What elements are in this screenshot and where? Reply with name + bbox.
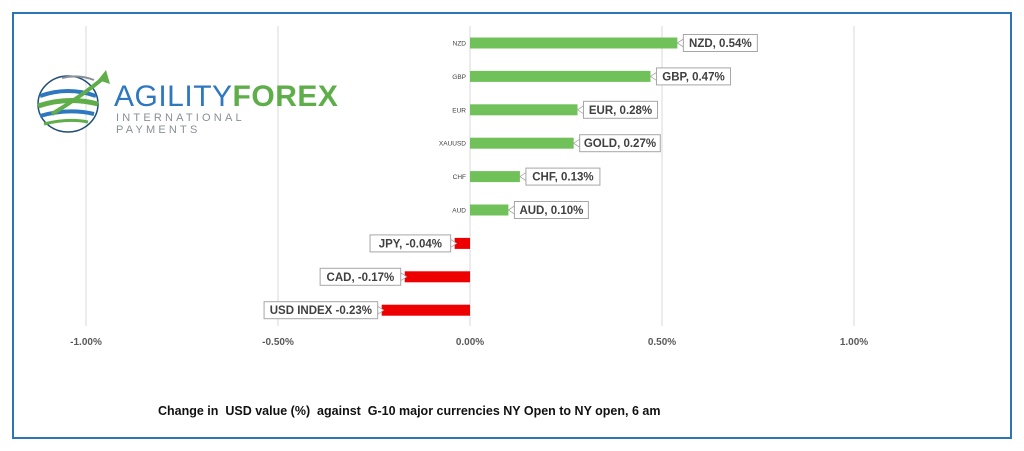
y-category-label: EUR	[452, 107, 466, 114]
data-label-pointer	[572, 138, 581, 148]
y-category-label: AUD	[452, 208, 466, 215]
chart-frame	[12, 12, 1012, 439]
data-label: GOLD, 0.27%	[584, 138, 656, 150]
bar	[470, 137, 574, 149]
x-tick-label: 1.00%	[840, 337, 868, 348]
data-label-box	[513, 201, 589, 219]
x-tick-label: -1.00%	[70, 337, 102, 348]
data-label-box	[319, 267, 402, 286]
bar	[470, 37, 678, 49]
data-label-pointer	[576, 105, 584, 115]
data-label-box	[682, 34, 758, 52]
agility-forex-logo: AGILITYFOREX INTERNATIONAL PAYMENTS	[32, 66, 338, 136]
logo-wordmark: AGILITYFOREX	[114, 80, 338, 114]
bar	[470, 70, 651, 82]
bar	[404, 271, 470, 283]
data-label-box	[263, 301, 379, 320]
data-label: USD INDEX -0.23%	[270, 305, 372, 317]
y-category-label: CHF	[453, 174, 466, 181]
x-tick-label: 0.50%	[648, 337, 676, 348]
logo-word-agility: AGILITY	[114, 80, 233, 113]
chart-caption: Change in USD value (%) against G-10 maj…	[158, 404, 661, 418]
bar	[470, 104, 578, 116]
y-category-label: GBP	[452, 74, 466, 81]
data-label: NZD, 0.54%	[689, 38, 752, 50]
data-label: CAD, -0.17%	[327, 272, 395, 284]
data-label: JPY, -0.04%	[379, 238, 442, 250]
data-label-box	[525, 167, 601, 186]
logo-subtitle: INTERNATIONAL PAYMENTS	[116, 112, 245, 136]
bar	[470, 204, 509, 216]
data-label: AUD, 0.10%	[519, 205, 583, 217]
y-category-label: XAUUSD	[439, 141, 466, 148]
data-label-box	[579, 134, 661, 153]
data-label-pointer	[507, 205, 515, 215]
globe-swoosh-icon	[37, 70, 110, 133]
data-label-box	[583, 100, 659, 119]
data-label-pointer	[649, 71, 657, 82]
x-tick-label: -0.50%	[262, 337, 294, 348]
data-label: EUR, 0.28%	[589, 105, 652, 117]
bar	[454, 237, 470, 249]
logo-word-forex: FOREX	[232, 80, 339, 113]
data-label: GBP, 0.47%	[662, 71, 724, 83]
y-category-label: NZD	[453, 41, 467, 48]
bar	[470, 171, 520, 183]
data-label: CHF, 0.13%	[532, 172, 593, 184]
data-label-pointer	[519, 171, 527, 182]
bar	[381, 304, 470, 316]
data-label-box	[655, 67, 731, 86]
data-label-pointer	[676, 38, 684, 48]
data-label-box	[369, 234, 452, 253]
x-tick-label: 0.00%	[456, 337, 484, 348]
